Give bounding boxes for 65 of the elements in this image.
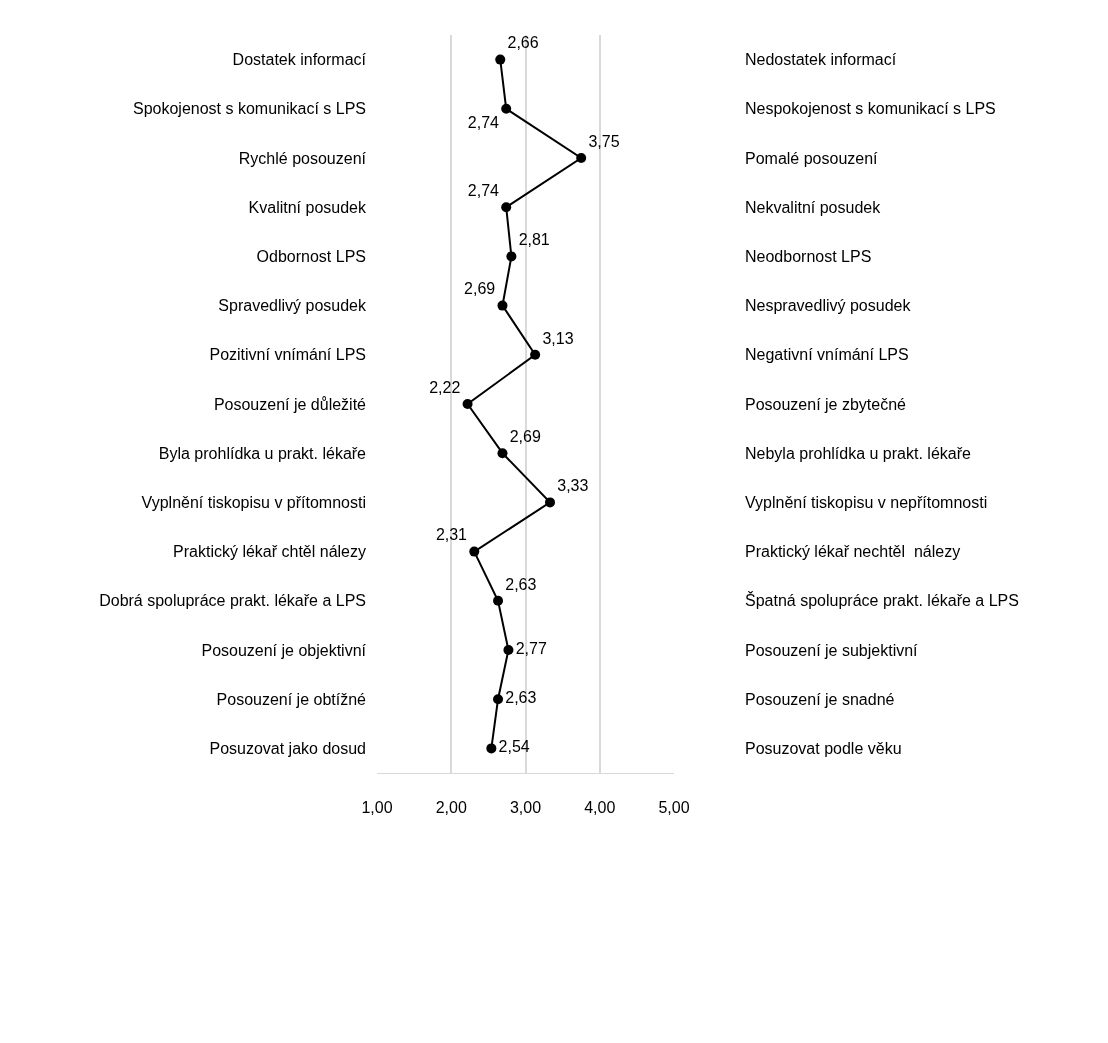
- data-label: 2,74: [467, 181, 500, 199]
- data-label: 3,33: [557, 477, 589, 495]
- point: [503, 645, 514, 655]
- data-label: 2,63: [505, 575, 537, 593]
- y2-tick-label: Praktický lékař nechtěl nálezy: [745, 543, 961, 561]
- y-tick-label: Kvalitní posudek: [248, 198, 367, 216]
- y2-tick-label: Nespravedlivý posudek: [745, 297, 912, 315]
- y2-tick-label: Neodbornost LPS: [745, 248, 872, 265]
- x-tick-label: 3,00: [509, 799, 542, 817]
- data-label: 2,54: [498, 738, 530, 756]
- data-label: 2,74: [467, 114, 500, 132]
- y2-tick-label: Vyplnění tiskopisu v nepřítomnosti: [745, 494, 988, 511]
- y-tick-label: Spokojenost s komunikací s LPS: [132, 100, 366, 118]
- data-label: 2,69: [464, 280, 496, 298]
- y2-tick-label: Nedostatek informací: [745, 51, 897, 69]
- point: [462, 399, 473, 409]
- point: [530, 349, 541, 360]
- y-tick-label: Byla prohlídka u prakt. lékaře: [158, 444, 367, 462]
- y2-tick-label: Negativní vnímání LPS: [745, 346, 909, 364]
- data-label: 2,81: [518, 231, 550, 249]
- point: [493, 694, 504, 705]
- y-tick-label: Dobrá spolupráce prakt. lékaře a LPS: [99, 592, 366, 610]
- y2-tick-label: Posuzovat podle věku: [745, 740, 902, 757]
- y2-tick-label: Posouzení je subjektivní: [745, 641, 919, 659]
- y2-tick-label: Posouzení je zbytečné: [745, 395, 907, 413]
- y-tick-label: Pozitivní vnímání LPS: [209, 346, 366, 364]
- data-label: 2,69: [509, 427, 541, 445]
- point: [493, 595, 504, 606]
- point: [486, 743, 497, 754]
- y-tick-label: Dostatek informací: [232, 51, 367, 69]
- point: [545, 497, 555, 508]
- point: [469, 546, 480, 557]
- y-tick-label: Vyplnění tiskopisu v přítomnosti: [141, 494, 366, 511]
- x-tick-label: 2,00: [435, 799, 467, 817]
- y-tick-label: Posouzení je obtížné: [216, 690, 367, 708]
- data-label: 3,13: [542, 329, 574, 347]
- y2-tick-label: Pomalé posouzení: [745, 149, 879, 167]
- data-label: 2,63: [505, 689, 537, 707]
- data-label: 2,66: [507, 34, 539, 52]
- x-tick-label: 1,00: [361, 799, 393, 817]
- y-tick-label: Praktický lékař chtěl nálezy: [173, 543, 366, 561]
- y-tick-label: Spravedlivý posudek: [218, 297, 367, 315]
- x-tick-label: 5,00: [658, 799, 690, 817]
- point: [576, 153, 587, 163]
- x-tick-label: 4,00: [584, 799, 616, 817]
- y-tick-label: Rychlé posouzení: [238, 149, 367, 167]
- point: [506, 251, 517, 262]
- point: [501, 103, 512, 114]
- y2-tick-label: Nekvalitní posudek: [745, 198, 882, 216]
- data-label: 2,22: [429, 378, 461, 396]
- y-tick-label: Posouzení je důležité: [213, 395, 367, 413]
- y2-tick-label: Nespokojenost s komunikací s LPS: [745, 100, 996, 118]
- point: [495, 54, 506, 65]
- y-tick-label: Odbornost LPS: [256, 248, 366, 265]
- point: [497, 300, 508, 311]
- data-label: 3,75: [588, 132, 620, 150]
- y-tick-label: Posouzení je objektivní: [201, 641, 367, 659]
- point: [497, 448, 508, 459]
- y2-tick-label: Posouzení je snadné: [745, 690, 895, 708]
- y-tick-label: Posuzovat jako dosud: [209, 740, 366, 757]
- y2-tick-label: Špatná spolupráce prakt. lékaře a LPS: [745, 591, 1019, 610]
- data-label: 2,31: [435, 526, 468, 544]
- point: [501, 202, 512, 213]
- y2-tick-label: Nebyla prohlídka u prakt. lékaře: [745, 444, 971, 462]
- data-label: 2,77: [515, 640, 547, 657]
